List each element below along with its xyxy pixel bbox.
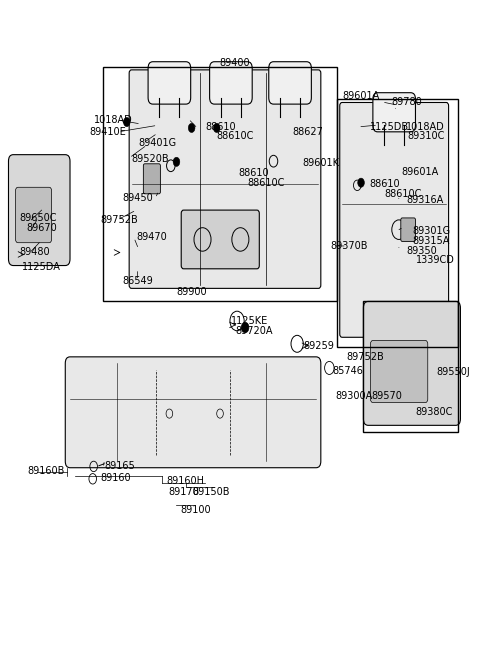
Text: 88610C: 88610C [248,178,285,188]
Text: 88610C: 88610C [216,132,254,141]
Text: 89165: 89165 [105,460,135,471]
Text: 88610: 88610 [238,168,269,178]
Text: 89160H: 89160H [166,476,204,486]
Text: 89601K: 89601K [302,158,339,168]
FancyBboxPatch shape [129,70,321,288]
FancyBboxPatch shape [269,62,312,104]
Text: 89160: 89160 [101,472,132,483]
Text: 89259: 89259 [303,341,334,351]
FancyBboxPatch shape [144,164,160,194]
Bar [363,301,458,432]
Text: 89720A: 89720A [236,326,273,336]
FancyBboxPatch shape [210,62,252,104]
Text: 89780: 89780 [392,98,422,107]
FancyBboxPatch shape [401,218,416,242]
Bar [337,99,458,347]
Text: 89370B: 89370B [330,241,368,251]
Text: 1125DA: 1125DA [22,263,60,272]
Text: 86549: 86549 [122,276,153,286]
Text: 89380C: 89380C [416,407,453,417]
Text: 89100: 89100 [180,505,211,515]
Text: 88610C: 88610C [384,189,422,199]
Text: 1018AD: 1018AD [94,115,132,125]
FancyBboxPatch shape [363,301,460,425]
Text: 88610: 88610 [205,122,236,132]
Text: 89315A: 89315A [412,236,450,246]
Text: 89401G: 89401G [139,138,177,148]
Circle shape [173,157,180,166]
Text: 89650C: 89650C [19,213,57,223]
Text: 89450: 89450 [122,193,153,203]
Circle shape [241,322,249,333]
Text: 89752B: 89752B [346,352,384,362]
FancyBboxPatch shape [373,93,416,132]
FancyBboxPatch shape [340,102,449,337]
FancyBboxPatch shape [9,155,70,265]
FancyBboxPatch shape [65,357,321,468]
FancyBboxPatch shape [181,210,259,269]
Text: 89310C: 89310C [407,132,444,141]
Text: 1125DB: 1125DB [370,122,408,132]
Text: 89410E: 89410E [89,127,126,137]
Text: 89752B: 89752B [101,215,139,225]
Circle shape [123,117,130,126]
FancyBboxPatch shape [15,187,51,243]
Text: 88610: 88610 [370,179,400,189]
Text: 89300A: 89300A [335,391,372,401]
Text: 89400: 89400 [219,58,250,68]
Circle shape [188,123,195,132]
Text: 89670: 89670 [26,223,57,233]
FancyBboxPatch shape [148,62,191,104]
Text: 89480: 89480 [19,248,50,257]
Text: 89520B: 89520B [132,154,169,164]
Text: 89601A: 89601A [401,167,439,178]
Bar [103,67,337,301]
Circle shape [358,178,364,187]
Text: 88627: 88627 [292,127,324,137]
FancyBboxPatch shape [371,341,428,403]
Text: 89316A: 89316A [406,195,443,205]
Text: 89150B: 89150B [192,487,229,497]
Text: 1125KE: 1125KE [231,316,268,326]
Text: 89350: 89350 [406,246,437,255]
Text: 89301G: 89301G [412,226,450,236]
Text: 89170: 89170 [168,487,199,497]
Text: 1018AD: 1018AD [406,122,445,132]
Text: 89570: 89570 [372,391,402,401]
Text: 89601A: 89601A [342,91,379,101]
Text: 89470: 89470 [136,233,167,242]
Circle shape [214,123,220,132]
Text: 89160B: 89160B [27,466,65,476]
Text: 89900: 89900 [177,287,207,297]
Text: 89550J: 89550J [437,367,470,377]
Text: 85746: 85746 [333,366,363,376]
Text: 1339CD: 1339CD [416,255,455,265]
